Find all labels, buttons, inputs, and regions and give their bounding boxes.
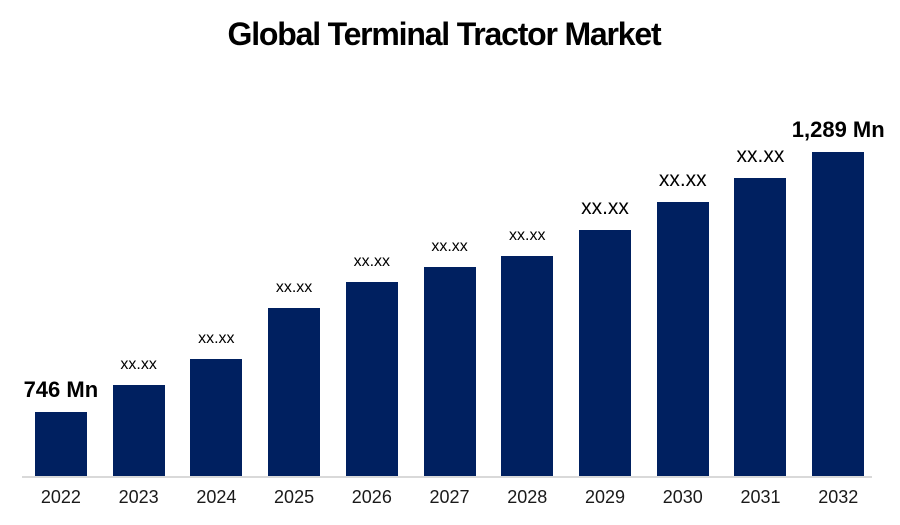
value-label-2029: xx.xx [581, 195, 629, 219]
value-label-2030: xx.xx [658, 167, 707, 191]
bar-2027 [423, 267, 476, 477]
bar-column-2028: xx.xx [488, 0, 566, 477]
bar-column-2031: xx.xx [722, 0, 800, 477]
bar-2028 [501, 256, 554, 477]
bar-2025 [268, 308, 321, 477]
value-label-2023: xx.xx [120, 356, 157, 374]
value-label-2022: 746 Mn [23, 376, 99, 402]
value-label-2024: xx.xx [198, 330, 235, 348]
x-axis-line [22, 476, 872, 478]
value-label-2032: 1,289 Mn [791, 116, 885, 142]
x-axis-labels: 2022 2023 2024 2025 2026 2027 2028 2029 2030 2031… [22, 487, 877, 508]
value-label-2027: xx.xx [431, 238, 468, 256]
bar-column-2032: 1,289 Mn [792, 0, 885, 477]
bar-column-2025: xx.xx [255, 0, 333, 477]
value-label-2031: xx.xx [736, 143, 785, 167]
x-tick-2028: 2028 [507, 487, 548, 507]
bar-column-2030: xx.xx [644, 0, 722, 477]
chart-title: Global Terminal Tractor Market [227, 16, 662, 52]
bar-2024 [190, 359, 243, 477]
x-tick-2026: 2026 [351, 487, 392, 507]
x-tick-2032: 2032 [818, 487, 859, 507]
value-label-2025: xx.xx [275, 279, 313, 297]
x-tick-2029: 2029 [584, 487, 626, 507]
value-label-2028: xx.xx [509, 227, 546, 245]
bar-column-2023: xx.xx [100, 0, 178, 477]
bar-column-2027: xx.xx [411, 0, 489, 477]
x-tick-2022: 2022 [40, 487, 81, 507]
value-label-2026: xx.xx [353, 253, 391, 271]
x-tick-2024: 2024 [196, 487, 237, 507]
bar-column-2024: xx.xx [177, 0, 255, 477]
x-tick-2025: 2025 [274, 487, 315, 507]
plot-area: 746 Mn xx.xx xx.xx xx.xx xx.xx xx.xx xx.xx xx.x… [22, 0, 885, 525]
x-tick-2023: 2023 [118, 487, 159, 507]
bar-2022 [34, 412, 87, 477]
bars-container: 746 Mn xx.xx xx.xx xx.xx xx.xx xx.xx xx.xx xx.x… [22, 0, 885, 477]
bar-2023 [112, 385, 165, 477]
bar-2030 [656, 202, 709, 477]
bar-2032 [812, 152, 865, 477]
bar-2031 [734, 178, 787, 477]
x-tick-2027: 2027 [429, 487, 470, 507]
bar-2029 [579, 230, 631, 477]
x-tick-2031: 2031 [740, 487, 781, 507]
bar-column-2029: xx.xx [566, 0, 644, 477]
bar-column-2026: xx.xx [333, 0, 411, 477]
bar-column-2022: 746 Mn [22, 0, 100, 477]
x-tick-2030: 2030 [662, 487, 703, 507]
bar-2026 [345, 282, 398, 477]
